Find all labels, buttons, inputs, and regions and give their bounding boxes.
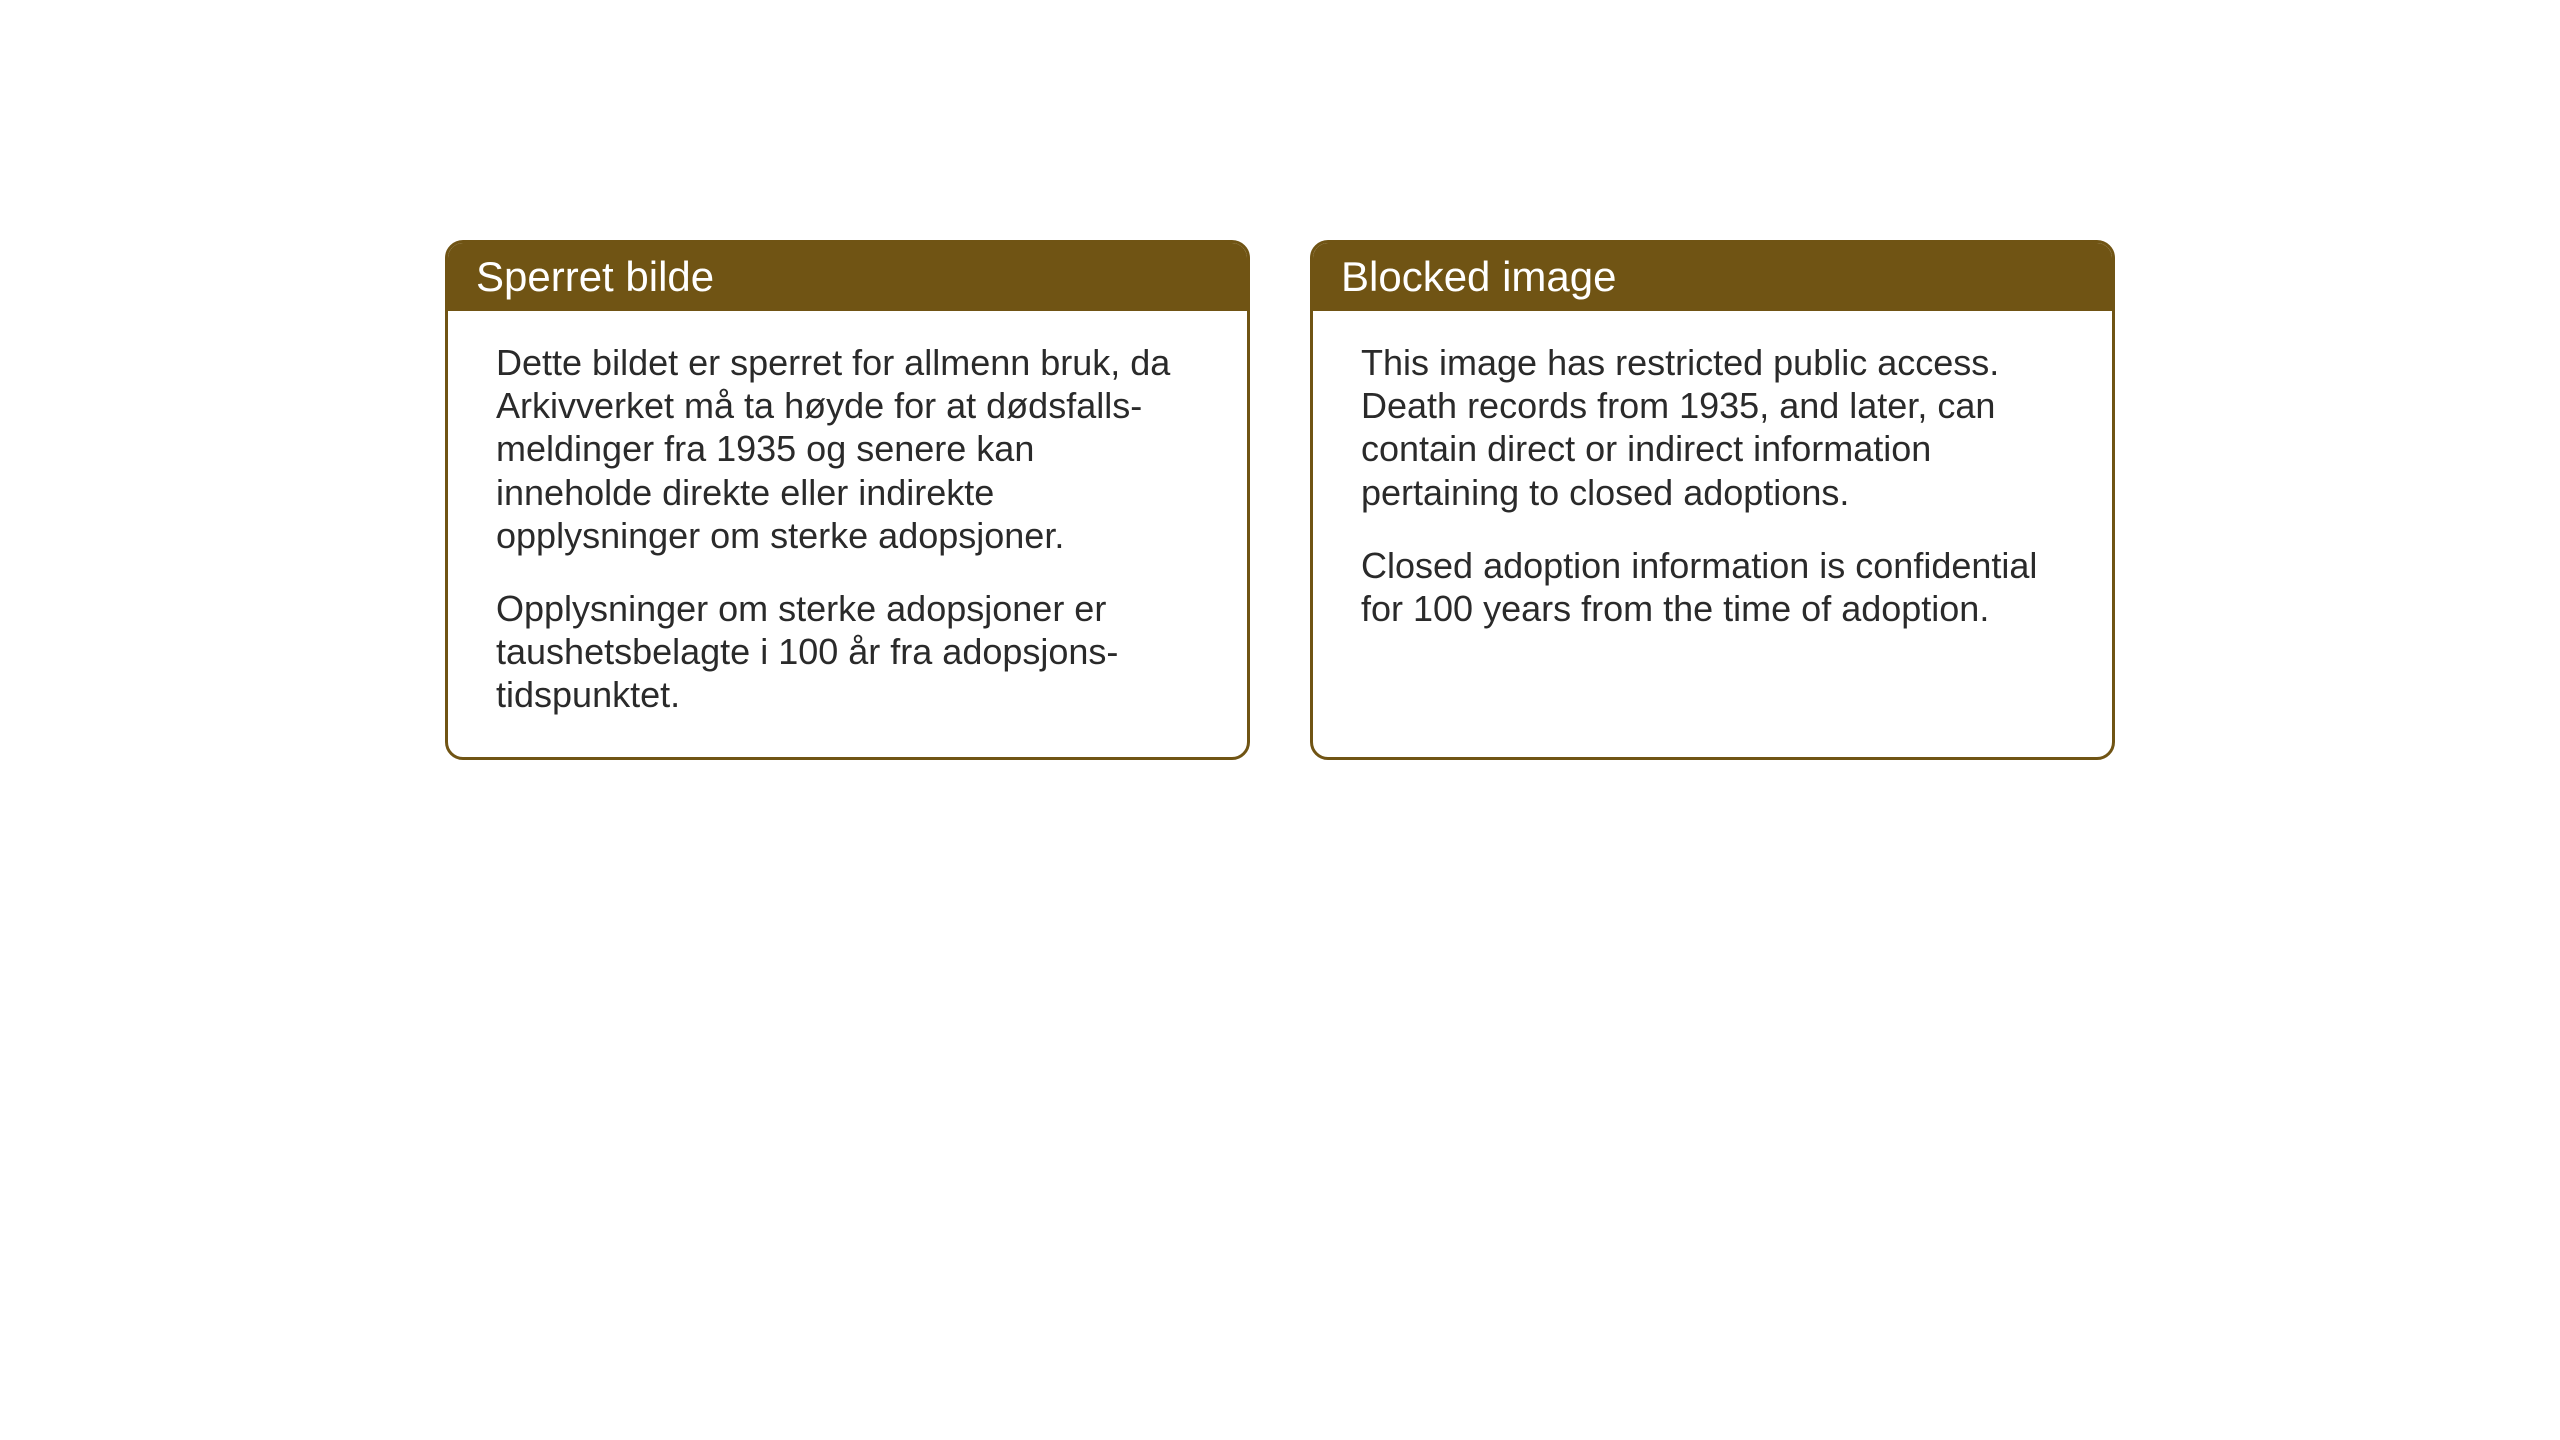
norwegian-card-body: Dette bildet er sperret for allmenn bruk…: [448, 311, 1247, 757]
english-paragraph-1: This image has restricted public access.…: [1361, 341, 2064, 514]
notice-container: Sperret bilde Dette bildet er sperret fo…: [445, 240, 2115, 760]
norwegian-card-title: Sperret bilde: [448, 243, 1247, 311]
english-card-title: Blocked image: [1313, 243, 2112, 311]
english-card-body: This image has restricted public access.…: [1313, 311, 2112, 670]
norwegian-paragraph-1: Dette bildet er sperret for allmenn bruk…: [496, 341, 1199, 557]
norwegian-paragraph-2: Opplysninger om sterke adopsjoner er tau…: [496, 587, 1199, 717]
norwegian-notice-card: Sperret bilde Dette bildet er sperret fo…: [445, 240, 1250, 760]
english-paragraph-2: Closed adoption information is confident…: [1361, 544, 2064, 630]
english-notice-card: Blocked image This image has restricted …: [1310, 240, 2115, 760]
